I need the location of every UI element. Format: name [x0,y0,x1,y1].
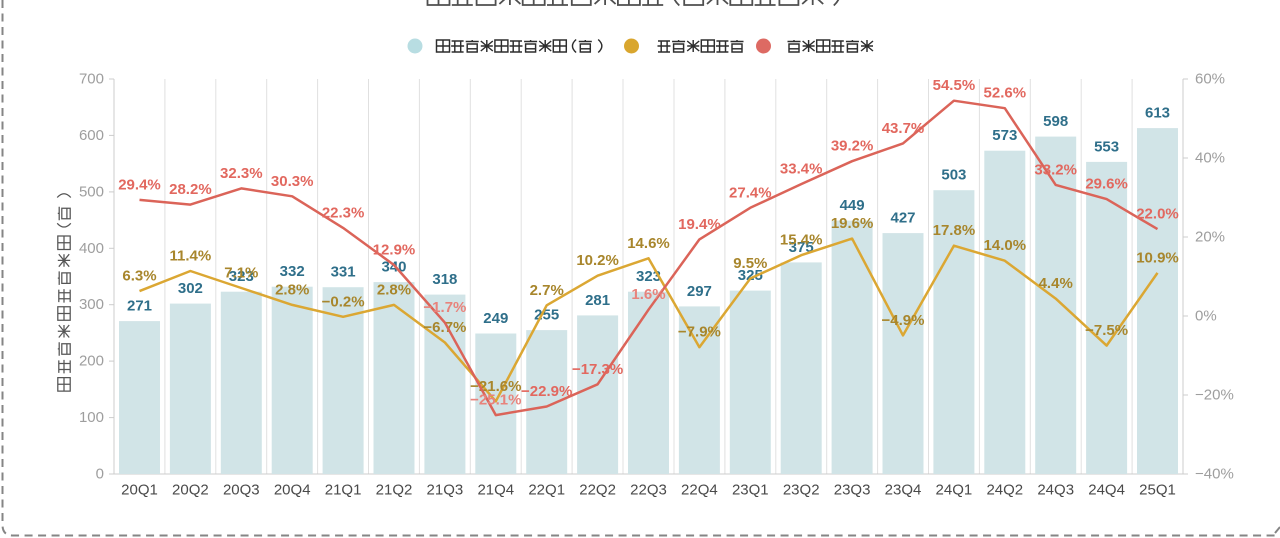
svg-text:2.7%: 2.7% [530,282,564,299]
svg-text:22Q3: 22Q3 [630,482,667,499]
svg-text:302: 302 [178,280,203,297]
svg-text:10.9%: 10.9% [1136,249,1179,266]
svg-text:20Q4: 20Q4 [274,482,311,499]
svg-text:32.3%: 32.3% [220,165,263,182]
svg-text:271: 271 [127,298,152,315]
svg-text:22Q4: 22Q4 [681,482,718,499]
svg-text:24Q4: 24Q4 [1088,482,1125,499]
svg-text:323: 323 [229,268,254,285]
svg-text:−4.9%: −4.9% [882,312,925,329]
svg-text:6.3%: 6.3% [122,268,156,285]
svg-text:7.1%: 7.1% [224,265,258,282]
svg-text:553: 553 [1094,138,1119,155]
svg-text:332: 332 [280,263,305,280]
svg-text:613: 613 [1145,105,1170,122]
svg-text:21Q1: 21Q1 [325,482,362,499]
svg-text:24Q1: 24Q1 [936,482,973,499]
svg-text:21Q4: 21Q4 [477,482,514,499]
svg-text:20Q1: 20Q1 [121,482,158,499]
svg-text:20Q2: 20Q2 [172,482,209,499]
svg-text:0: 0 [96,466,104,483]
svg-text:23Q1: 23Q1 [732,482,769,499]
svg-text:11.4%: 11.4% [170,248,212,265]
svg-text:598: 598 [1043,113,1068,130]
svg-text:−40%: −40% [1195,466,1234,483]
svg-text:39.2%: 39.2% [831,138,874,155]
svg-text:−1.7%: −1.7% [423,299,466,316]
svg-text:−25.1%: −25.1% [470,392,521,409]
svg-text:−7.5%: −7.5% [1085,322,1128,339]
svg-text:25Q1: 25Q1 [1139,482,1176,499]
svg-text:22Q1: 22Q1 [528,482,565,499]
svg-text:19.6%: 19.6% [831,215,874,232]
svg-text:−6.7%: −6.7% [423,319,466,336]
svg-text:14.6%: 14.6% [627,235,670,252]
svg-text:331: 331 [331,264,356,281]
svg-text:−7.9%: −7.9% [678,324,721,341]
svg-text:300: 300 [79,296,104,313]
svg-text:−17.3%: −17.3% [572,361,623,378]
svg-text:323: 323 [636,268,661,285]
svg-text:54.5%: 54.5% [933,77,976,94]
svg-text:375: 375 [789,239,814,256]
svg-text:22Q2: 22Q2 [579,482,616,499]
svg-text:33.4%: 33.4% [780,161,823,178]
svg-text:29.6%: 29.6% [1085,176,1128,193]
svg-text:400: 400 [79,240,104,257]
svg-text:−0.2%: −0.2% [322,293,365,310]
svg-text:33.2%: 33.2% [1034,161,1077,178]
svg-text:60%: 60% [1195,71,1225,88]
svg-text:23Q4: 23Q4 [885,482,922,499]
svg-text:23Q3: 23Q3 [834,482,871,499]
svg-text:318: 318 [432,271,457,288]
svg-text:0%: 0% [1195,308,1217,325]
svg-text:24Q2: 24Q2 [986,482,1023,499]
svg-text:573: 573 [992,127,1017,144]
svg-text:12.9%: 12.9% [373,242,416,259]
svg-text:23Q2: 23Q2 [783,482,820,499]
svg-text:9.5%: 9.5% [733,255,767,272]
svg-text:28.2%: 28.2% [169,181,212,198]
svg-text:15.4%: 15.4% [780,232,823,249]
svg-text:500: 500 [79,183,104,200]
svg-text:40%: 40% [1195,150,1225,167]
svg-text:325: 325 [738,267,763,284]
svg-text:−22.9%: −22.9% [521,383,572,400]
svg-text:22.0%: 22.0% [1136,206,1179,223]
svg-text:200: 200 [79,353,104,370]
svg-text:427: 427 [890,210,915,227]
svg-text:249: 249 [483,310,508,327]
svg-text:503: 503 [941,167,966,184]
svg-text:10.2%: 10.2% [576,252,619,269]
svg-text:29.4%: 29.4% [118,176,161,193]
svg-text:20Q3: 20Q3 [223,482,260,499]
svg-text:30.3%: 30.3% [271,173,314,190]
svg-text:100: 100 [79,409,104,426]
svg-text:−20%: −20% [1195,387,1234,404]
svg-text:449: 449 [840,197,865,214]
svg-text:2.8%: 2.8% [377,281,411,298]
svg-text:21Q3: 21Q3 [427,482,464,499]
svg-text:14.0%: 14.0% [984,237,1027,254]
svg-text:17.8%: 17.8% [933,222,976,239]
svg-text:2.8%: 2.8% [275,281,309,298]
svg-text:281: 281 [585,292,610,309]
svg-text:700: 700 [79,71,104,88]
svg-text:22.3%: 22.3% [322,204,365,221]
svg-text:4.4%: 4.4% [1039,275,1073,292]
svg-text:24Q3: 24Q3 [1037,482,1074,499]
svg-text:19.4%: 19.4% [678,216,721,233]
svg-text:52.6%: 52.6% [984,85,1027,102]
svg-text:600: 600 [79,127,104,144]
svg-text:27.4%: 27.4% [729,184,772,201]
svg-text:21Q2: 21Q2 [376,482,413,499]
svg-text:43.7%: 43.7% [882,120,925,137]
svg-text:20%: 20% [1195,229,1225,246]
svg-text:1.6%: 1.6% [631,286,665,303]
svg-text:297: 297 [687,283,712,300]
